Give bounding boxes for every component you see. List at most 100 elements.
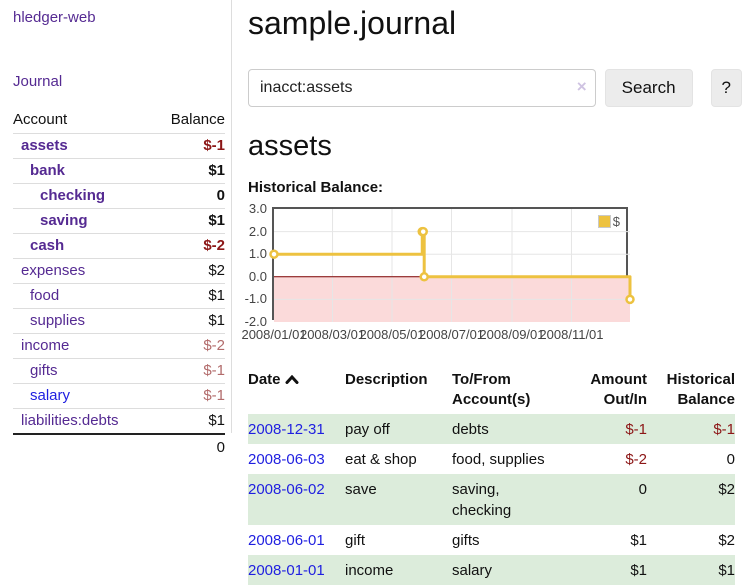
accounts-total-value: 0	[153, 433, 225, 460]
sidebar-account-salary[interactable]: salary	[30, 387, 71, 404]
y-tick-label: -2.0	[244, 314, 267, 329]
account-balance: $1	[153, 158, 225, 184]
chart-canvas	[269, 209, 635, 322]
transaction-row: 2008-12-31 pay off debts $-1 $-1	[248, 414, 735, 444]
account-balance: $-1	[153, 358, 225, 384]
balance-column-header-main[interactable]: Historical Balance	[666, 371, 735, 408]
account-row: bank $1	[13, 158, 225, 184]
y-tick-label: 3.0	[248, 201, 267, 216]
transaction-date-cell: 2008-06-03	[248, 444, 345, 474]
transaction-accounts: gifts	[452, 532, 480, 549]
y-tick-label: 2.0	[248, 223, 267, 239]
accounts-table-header: Account Balance	[13, 108, 225, 134]
transaction-description: income	[345, 562, 394, 579]
x-tick-label: 2008/07/01	[418, 327, 485, 342]
transaction-description: pay off	[345, 421, 390, 438]
accounts-table-body: assets $-1 bank $1 checking 0 saving $1 cash $-2 e…	[13, 133, 225, 460]
search-button[interactable]: Search	[604, 69, 693, 107]
transaction-balance: $1	[718, 562, 735, 579]
sidebar-account-gifts[interactable]: gifts	[30, 362, 58, 379]
sidebar-account-expenses[interactable]: expenses	[21, 262, 86, 279]
amount-column-header[interactable]: Amount Out/In	[590, 371, 647, 408]
account-balance: $-1	[153, 133, 225, 159]
account-balance: $1	[153, 283, 225, 309]
sidebar-account-liabilities-debts[interactable]: liabilities:debts	[21, 412, 119, 429]
transaction-row: 2008-06-02 save saving, checking 0 $2	[248, 474, 735, 525]
clear-search-icon[interactable]: ×	[576, 77, 587, 96]
accounts-total-spacer	[13, 433, 154, 460]
balance-chart: 3.0 2.0 1.0 0.0 -1.0 -2.0 $ 2008/01/01 2008/03…	[239, 201, 742, 347]
accounts-column-header[interactable]: To/From Account(s)	[452, 371, 531, 408]
help-button[interactable]: ?	[710, 69, 742, 107]
x-tick-label: 2008/09/01	[479, 327, 545, 342]
account-balance: $1	[208, 412, 225, 429]
sidebar-account-cash[interactable]: cash	[30, 237, 65, 254]
account-row: liabilities:debts $1	[13, 409, 225, 435]
sidebar-account-checking[interactable]: checking	[40, 187, 106, 204]
transaction-accounts: debts	[452, 421, 489, 438]
transaction-date-link[interactable]: 2008-06-03	[248, 451, 325, 468]
accounts-total-row: 0	[13, 433, 225, 460]
date-column-header[interactable]: Date	[248, 366, 345, 414]
app-title-link[interactable]: hledger-web	[13, 9, 96, 26]
y-tick-label: 0.0	[248, 268, 267, 284]
chart-plot-area[interactable]: $	[269, 207, 635, 322]
search-box: ×	[248, 69, 596, 107]
account-balance: $-1	[153, 383, 225, 409]
transaction-date-link[interactable]: 2008-06-01	[248, 532, 325, 549]
sidebar: hledger-web Journal Account Balance asse…	[0, 0, 232, 460]
account-row: expenses $2	[13, 258, 225, 284]
description-column-header[interactable]: Description	[345, 371, 428, 388]
account-balance: $1	[153, 308, 225, 334]
y-tick-label: 1.0	[248, 246, 267, 262]
transaction-date-link[interactable]: 2008-12-31	[248, 421, 325, 438]
legend-swatch-icon	[597, 215, 611, 228]
transaction-balance: $-1	[713, 421, 735, 438]
x-axis-labels: 2008/01/01 2008/03/01 2008/05/01 2008/07/01…	[241, 327, 632, 343]
sidebar-account-income[interactable]: income	[21, 337, 70, 354]
transaction-accounts: food, supplies	[452, 451, 545, 468]
transaction-accounts: saving, checking	[452, 481, 512, 519]
search-input[interactable]	[248, 69, 596, 107]
account-row: supplies $1	[13, 308, 225, 334]
transaction-date-link[interactable]: 2008-01-01	[248, 562, 325, 579]
transaction-amount: $-1	[625, 421, 647, 438]
transaction-date-link[interactable]: 2008-06-02	[248, 481, 325, 498]
transaction-description: gift	[345, 532, 366, 549]
transaction-date-cell: 2008-01-01	[248, 555, 345, 585]
account-balance: $-2	[153, 333, 225, 359]
account-row: gifts $-1	[13, 358, 225, 384]
date-column-label: Date	[248, 371, 281, 388]
transaction-amount: $-2	[625, 451, 647, 468]
sidebar-account-saving[interactable]: saving	[40, 212, 88, 229]
chart-title: Historical Balance:	[248, 179, 384, 196]
account-row: assets $-1	[13, 133, 225, 159]
transaction-amount: $1	[630, 532, 647, 549]
transaction-balance: $2	[718, 481, 735, 498]
sidebar-account-supplies[interactable]: supplies	[30, 312, 86, 329]
transaction-balance: 0	[726, 451, 735, 468]
x-tick-label: 2008/01/01	[241, 327, 307, 342]
chart-legend: $	[597, 214, 620, 229]
sidebar-account-assets[interactable]: assets	[21, 137, 68, 154]
x-tick-label: 2008/03/01	[299, 327, 366, 342]
sidebar-account-food[interactable]: food	[30, 287, 60, 304]
account-balance: $1	[153, 208, 225, 234]
register-header-row: Date Description To/From Account(s) Amou…	[248, 366, 735, 414]
account-row: salary $-1	[13, 383, 225, 409]
transaction-date-cell: 2008-12-31	[248, 414, 345, 444]
transaction-row: 2008-06-03 eat & shop food, supplies $-2 0	[248, 444, 735, 474]
y-axis-labels: 3.0 2.0 1.0 0.0 -1.0 -2.0	[239, 201, 270, 329]
transaction-date-cell: 2008-06-01	[248, 525, 345, 555]
transaction-description: eat & shop	[345, 451, 417, 468]
sidebar-account-bank[interactable]: bank	[30, 162, 66, 179]
journal-link[interactable]: Journal	[13, 73, 63, 90]
transaction-amount: 0	[638, 481, 647, 498]
balance-column-header: Balance	[153, 108, 225, 134]
y-tick-label: -1.0	[244, 291, 267, 307]
account-balance: 0	[153, 183, 225, 209]
account-column-header: Account	[13, 108, 154, 134]
sort-ascending-icon	[285, 374, 299, 384]
account-row: food $1	[13, 283, 225, 309]
x-tick-label: 2008/05/01	[359, 327, 425, 342]
